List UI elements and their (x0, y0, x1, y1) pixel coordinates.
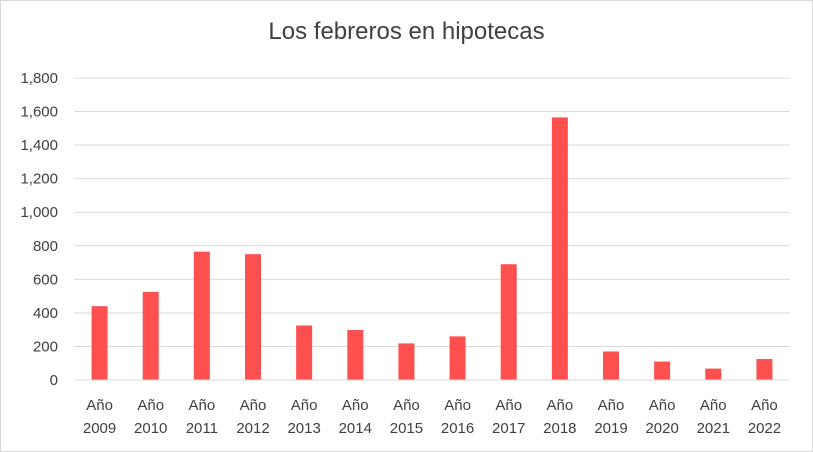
bar (449, 336, 466, 380)
x-tick-label: 2020 (645, 420, 678, 437)
y-tick-label: 1,800 (20, 70, 58, 87)
bar (296, 325, 313, 380)
bar (347, 330, 364, 380)
x-tick-label: 2009 (83, 420, 116, 437)
x-tick-label: Año (700, 397, 727, 414)
x-tick-label: 2018 (543, 420, 576, 437)
x-tick-label: 2014 (339, 420, 372, 437)
bar (91, 306, 108, 380)
bar (654, 361, 671, 380)
bar (142, 291, 159, 380)
y-tick-label: 1,400 (20, 137, 58, 154)
x-tick-label: Año (751, 397, 778, 414)
x-tick-label: Año (291, 397, 318, 414)
bar (705, 368, 722, 380)
x-tick-label: Año (649, 397, 676, 414)
y-tick-label: 600 (33, 271, 58, 288)
x-tick-label: Año (598, 397, 625, 414)
x-tick-label: Año (495, 397, 522, 414)
x-tick-label: Año (189, 397, 216, 414)
bar (398, 343, 415, 380)
x-tick-label: 2010 (134, 420, 167, 437)
x-tick-label: 2021 (697, 420, 730, 437)
bar (193, 251, 210, 380)
x-tick-label: 2012 (236, 420, 269, 437)
x-tick-label: Año (86, 397, 113, 414)
y-tick-label: 1,200 (20, 171, 58, 188)
y-tick-label: 0 (50, 372, 58, 389)
x-tick-label: 2017 (492, 420, 525, 437)
bar (500, 264, 517, 380)
x-tick-label: Año (393, 397, 420, 414)
x-tick-label: Año (240, 397, 267, 414)
y-tick-label: 1,600 (20, 104, 58, 121)
chart-title: Los febreros en hipotecas (268, 18, 545, 45)
x-tick-label: 2016 (441, 420, 474, 437)
x-tick-label: Año (547, 397, 574, 414)
x-tick-label: 2019 (594, 420, 627, 437)
x-tick-label: Año (342, 397, 369, 414)
bar (756, 359, 773, 380)
x-tick-label: 2011 (186, 420, 218, 437)
y-tick-label: 400 (33, 305, 58, 322)
x-tick-label: 2015 (390, 420, 423, 437)
bar (551, 117, 568, 380)
x-tick-label: 2022 (748, 420, 781, 437)
x-tick-label: Año (444, 397, 471, 414)
y-tick-label: 200 (33, 338, 58, 355)
x-tick-label: 2013 (287, 420, 320, 437)
x-tick-label: Año (137, 397, 164, 414)
y-tick-label: 1,000 (20, 204, 58, 221)
bar (603, 351, 619, 380)
y-tick-label: 800 (33, 238, 58, 255)
bar (245, 254, 261, 380)
